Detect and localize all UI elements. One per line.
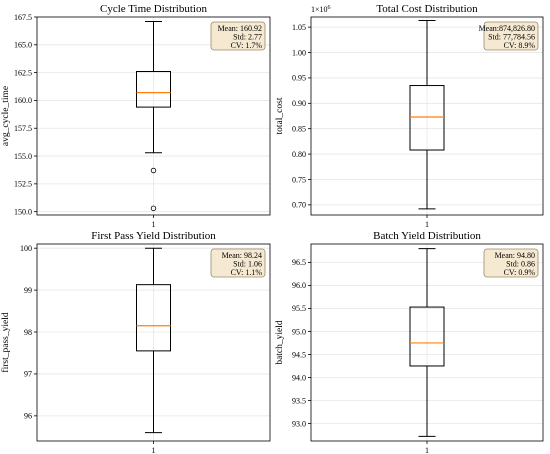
y-tick-label: 100	[20, 244, 32, 253]
stats-line: CV: 1.1%	[231, 268, 263, 277]
y-axis-label: batch_yield	[275, 320, 285, 365]
iqr-box	[409, 85, 445, 151]
stats-line: Mean: 160.92	[218, 24, 262, 33]
stats-line: Mean: 94.80	[495, 251, 535, 260]
stats-line: CV: 1.7%	[231, 41, 263, 50]
subplot-title: Cycle Time Distribution	[100, 3, 207, 15]
subplot-4: 93.0 93.5 94.0 94.5 95.0 95.5 96.0 96.5 1 Batch Y…	[275, 230, 544, 454]
y-tick-label: 94.5	[292, 350, 306, 359]
y-tick-label: 96.0	[292, 281, 306, 290]
y-tick-label: 1.00	[292, 48, 306, 57]
y-tick-label: 0.85	[292, 124, 306, 133]
stats-box	[483, 248, 539, 278]
x-tick-label: 1	[152, 446, 156, 454]
y-tick-label: 0.75	[292, 175, 306, 184]
y-axis-label: avg_cycle_time	[1, 86, 11, 146]
stats-box	[210, 21, 266, 51]
y-tick-label: 0.80	[292, 150, 306, 159]
y-tick-label: 157.5	[14, 124, 32, 133]
y-tick-label: 160.0	[14, 96, 32, 105]
x-tick-label: 1	[425, 446, 429, 454]
y-tick-label: 97	[24, 370, 32, 379]
stats-line: Mean: 98.24	[222, 251, 262, 260]
stats-box	[483, 21, 539, 51]
iqr-box	[136, 71, 171, 108]
y-tick-label: 94.0	[292, 373, 306, 382]
subplot-title: Total Cost Distribution	[376, 3, 478, 15]
y-tick-label: 95.0	[292, 327, 306, 336]
y-axis-label: first_pass_yield	[0, 312, 11, 372]
y-tick-label: 93.5	[292, 396, 306, 405]
y-tick-label: 1.05	[292, 23, 306, 32]
y-tick-label: 162.5	[14, 68, 32, 77]
y-tick-label: 0.90	[292, 99, 306, 108]
subplot-title: First Pass Yield Distribution	[91, 230, 216, 242]
y-tick-label: 150.0	[14, 207, 32, 216]
stats-line: CV: 0.9%	[504, 268, 536, 277]
outlier-point	[150, 205, 157, 212]
y-axis-label: total_cost	[275, 97, 285, 134]
y-tick-label: 98	[24, 328, 32, 337]
stats-line: Std: 77,784.56	[488, 33, 535, 42]
subplot-title: Batch Yield Distribution	[373, 230, 481, 242]
y-tick-label: 96	[24, 412, 32, 421]
outlier-point	[150, 167, 157, 174]
y-tick-label: 167.5	[14, 13, 32, 22]
y-tick-label: 0.95	[292, 74, 306, 83]
y-tick-label: 152.5	[14, 180, 32, 189]
subplot-1: 150.0 152.5 155.0 157.5 160.0 162.5 165.0 167.5…	[1, 3, 271, 229]
y-offset-label: 1×106	[311, 5, 331, 14]
stats-box	[210, 248, 266, 278]
stats-line: Std: 0.86	[506, 260, 535, 269]
y-tick-label: 99	[24, 286, 32, 295]
y-tick-label: 96.5	[292, 258, 306, 267]
subplot-2: 0.70 0.75 0.80 0.85 0.90 0.95 1.00 1.05 1 1×106 To…	[275, 3, 544, 229]
subplot-3: 96 97 98 99 100 1 First Pass Yield Distributio…	[0, 230, 271, 454]
y-tick-label: 165.0	[14, 41, 32, 50]
y-tick-label: 0.70	[292, 201, 306, 210]
stats-line: Mean:874,826.80	[479, 24, 535, 33]
stats-line: Std: 2.77	[233, 33, 262, 42]
y-tick-label: 93.0	[292, 419, 306, 428]
y-tick-label: 95.5	[292, 304, 306, 313]
stats-line: Std: 1.06	[233, 260, 262, 269]
x-tick-label: 1	[152, 220, 156, 229]
iqr-box	[136, 284, 171, 352]
x-tick-label: 1	[425, 220, 429, 229]
stats-line: CV: 8.9%	[504, 41, 536, 50]
y-tick-label: 155.0	[14, 152, 32, 161]
iqr-box	[409, 306, 445, 367]
